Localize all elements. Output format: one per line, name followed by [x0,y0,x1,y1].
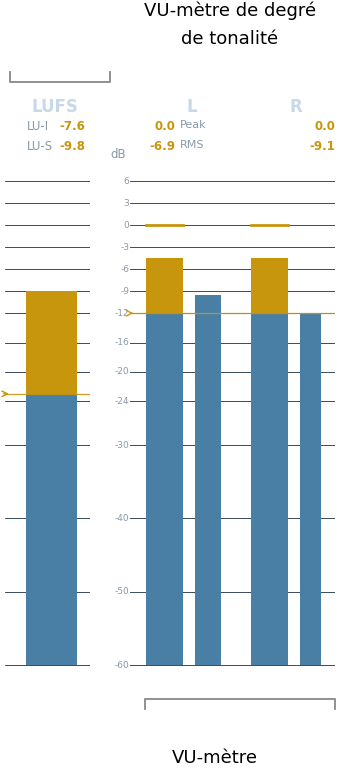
Text: de tonalité: de tonalité [181,30,279,48]
Text: 3: 3 [123,199,129,207]
Text: -9.8: -9.8 [59,140,85,153]
Text: LU-I: LU-I [27,120,49,133]
Text: -12: -12 [115,309,129,317]
Text: -6: -6 [120,265,129,274]
Text: LU-S: LU-S [27,140,53,153]
Text: LUFS: LUFS [32,98,79,116]
Text: 6: 6 [123,176,129,186]
Text: -30: -30 [115,440,129,450]
Text: -24: -24 [115,396,129,406]
Text: 0.0: 0.0 [154,120,175,133]
Text: 0.0: 0.0 [314,120,335,133]
Text: -7.6: -7.6 [59,120,85,133]
Text: Peak: Peak [180,120,206,130]
Text: -9.1: -9.1 [309,140,335,153]
Text: 0: 0 [123,221,129,230]
Text: L: L [187,98,197,116]
Bar [251,313,288,665]
Text: -60: -60 [115,661,129,670]
Text: -6.9: -6.9 [149,140,175,153]
Bar [194,295,221,665]
Text: R: R [289,98,303,116]
Bar [26,291,77,394]
Bar [146,313,183,665]
Bar [251,259,288,313]
Text: -3: -3 [120,243,129,252]
Text: VU-mètre de degré: VU-mètre de degré [144,2,316,20]
Text: -50: -50 [115,587,129,596]
Text: RMS: RMS [180,140,204,150]
Text: -16: -16 [115,338,129,347]
Bar [300,313,321,665]
Text: dB: dB [110,148,126,161]
Text: VU-mètre: VU-mètre [172,749,258,767]
Text: -20: -20 [115,368,129,376]
Text: -40: -40 [115,514,129,523]
Bar [146,259,183,313]
Text: -9: -9 [120,286,129,296]
Bar [26,394,77,665]
